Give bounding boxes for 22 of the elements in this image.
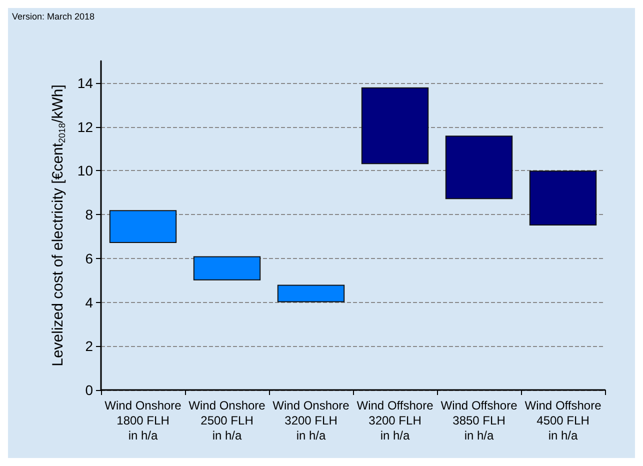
x-tick-label: Wind Onshore 3200 FLH in h/a <box>272 398 350 442</box>
y-tick-label: 0 <box>85 382 94 398</box>
y-tick-label: 2 <box>85 338 94 354</box>
x-tick-label: Wind Onshore 1800 FLH in h/a <box>104 398 182 442</box>
x-tick-label: Wind Onshore 2500 FLH in h/a <box>188 398 266 442</box>
bar <box>445 136 513 200</box>
bar <box>193 256 261 280</box>
x-tick-label: Wind Offshore 3850 FLH in h/a <box>440 398 518 442</box>
y-tick-label: 14 <box>77 74 94 91</box>
bar <box>109 210 177 244</box>
bar <box>277 284 345 302</box>
bar <box>361 87 429 164</box>
x-tick-label: Wind Offshore 3200 FLH in h/a <box>356 398 434 442</box>
y-tick-label: 6 <box>85 250 94 266</box>
bar <box>529 170 597 226</box>
x-tick-label: Wind Offshore 4500 FLH in h/a <box>524 398 602 442</box>
y-tick-label: 8 <box>85 206 94 223</box>
y-tick-label: 4 <box>85 294 94 310</box>
y-tick-label: 10 <box>77 162 94 179</box>
text: Version: March 2018 <box>12 12 95 22</box>
y-tick-label: 12 <box>77 118 94 135</box>
y-axis-title: Levelized cost of electricity [€cent2018/kWh] <box>50 84 68 366</box>
